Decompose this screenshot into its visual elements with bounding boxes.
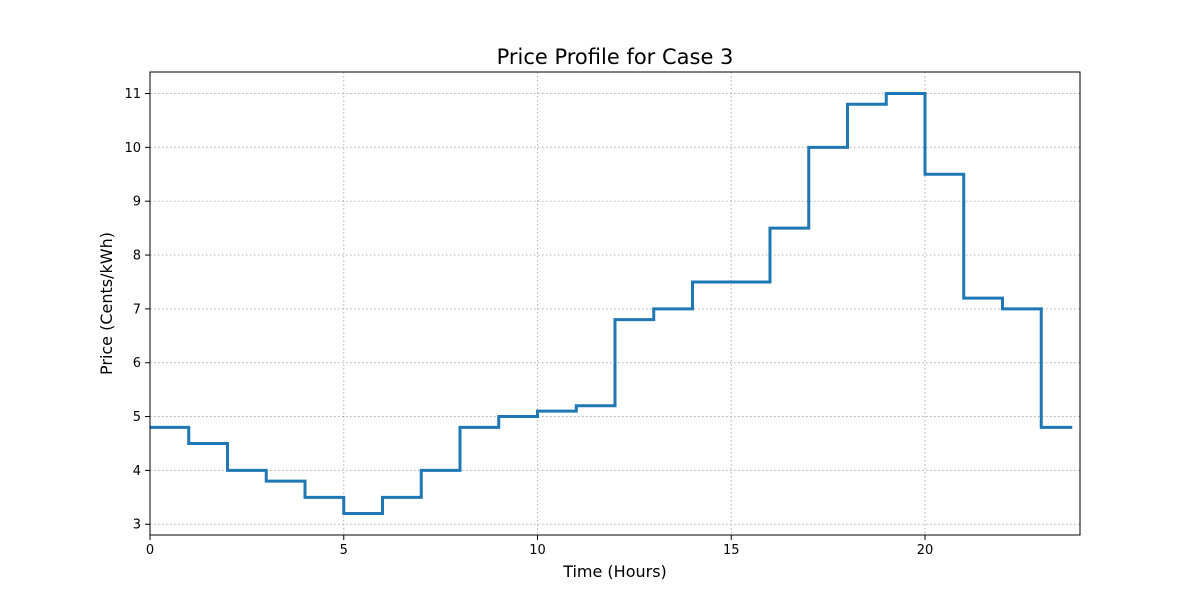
- y-tick-label: 8: [133, 249, 141, 264]
- plot-frame: [149, 71, 1081, 536]
- y-tick-label: 6: [133, 356, 141, 371]
- y-tick-label: 4: [133, 464, 141, 479]
- grid: [149, 72, 1080, 535]
- y-tick-label: 5: [133, 410, 141, 425]
- y-tick-label: 9: [133, 195, 141, 210]
- y-tick-label: 7: [133, 302, 141, 317]
- x-tick-label: 0: [146, 543, 154, 558]
- price-step-line: [150, 92, 1073, 515]
- y-tick-label: 10: [124, 141, 141, 156]
- x-tick-label: 5: [340, 543, 348, 558]
- y-axis-ticks: 3 4 5 6 7 8 9 10 11: [124, 87, 150, 533]
- x-tick-label: 10: [529, 543, 546, 558]
- x-axis-title: Time (Hours): [562, 562, 667, 581]
- y-axis-title: Price (Cents/kWh): [97, 232, 116, 375]
- series-layer: [150, 92, 1073, 515]
- chart-title: Price Profile for Case 3: [497, 45, 734, 69]
- y-tick-label: 3: [133, 518, 141, 533]
- y-tick-label: 11: [124, 87, 141, 102]
- x-axis-ticks: 0 5 10 15 20: [146, 535, 933, 558]
- x-tick-label: 15: [723, 543, 740, 558]
- x-tick-label: 20: [917, 543, 934, 558]
